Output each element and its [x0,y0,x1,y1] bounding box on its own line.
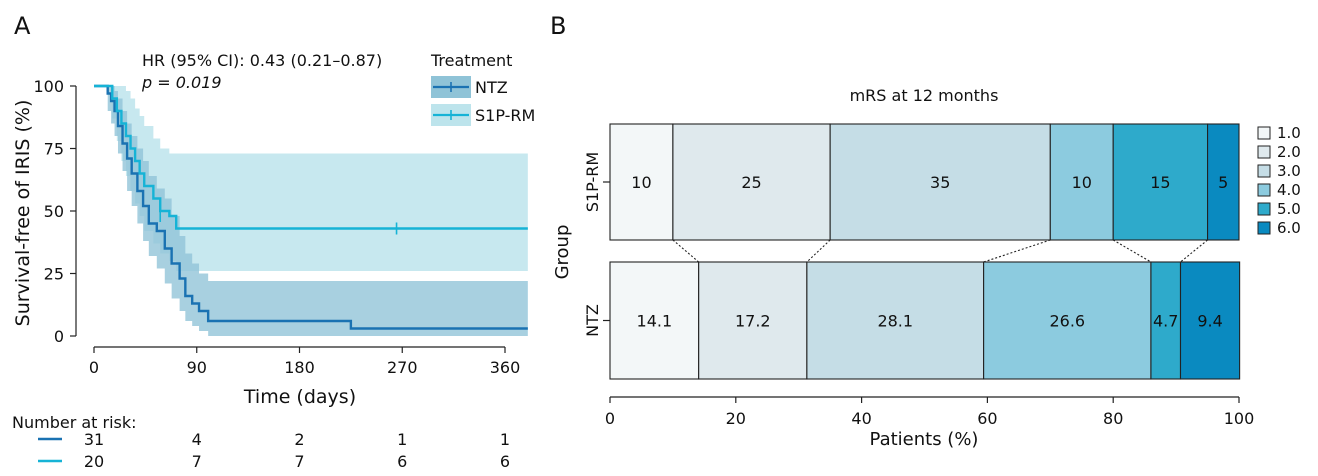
connector-line [983,239,1051,263]
bar-segment-ntz-6.0 [1179,261,1241,380]
km-x-tick-label: 90 [187,358,207,377]
km-y-tick-label: 50 [44,202,64,221]
mrs-y-axis-label: Group [552,225,573,280]
km-line-ntz [94,84,528,330]
risk-count: 7 [294,452,304,471]
risk-count: 1 [397,430,407,449]
connector-line [1180,239,1208,263]
risk-count: 6 [500,452,510,471]
km-line-s1p-rm [94,84,528,230]
p-value-text: p = 0.019 [141,73,222,92]
legend-title: Treatment [430,51,512,70]
legend-label-ntz: NTZ [475,78,508,97]
panel-b-letter: B [550,12,566,40]
mrs-legend-swatch-6.0 [1257,221,1271,235]
km-x-axis-label: Time (days) [243,386,356,408]
bar-value-label: 17.2 [735,312,771,331]
bar-value-label: 26.6 [1049,312,1085,331]
hazard-ratio-text: HR (95% CI): 0.43 (0.21–0.87) [142,51,382,70]
bar-value-label: 5 [1218,173,1228,192]
bar-value-label: 28.1 [877,312,913,331]
mrs-legend-swatch-2.0 [1257,145,1271,159]
km-legend: NTZ S1P-RM [431,76,535,126]
ci-band-s1p-rm [94,86,528,271]
mrs-axes: S1P-RM NTZ 0 20 40 60 80 100 [583,152,1254,428]
km-y-axis-label: Survival-free of IRIS (%) [12,100,34,327]
km-axes: 0 25 50 75 100 0 90 180 270 360 [33,77,520,377]
mrs-x-tick-label: 80 [1103,409,1123,428]
bar-segment-s1p-rm-2.0 [672,123,831,241]
mrs-legend-label-5.0: 5.0 [1277,200,1301,218]
bar-segment-s1p-rm-1.0 [609,123,674,241]
km-y-tick-label: 25 [44,265,64,284]
mrs-legend-label-2.0: 2.0 [1277,143,1301,161]
km-curves [94,84,528,330]
panel-a-letter: A [14,12,31,40]
km-x-tick-label: 360 [490,358,521,377]
mrs-legend-label-1.0: 1.0 [1277,124,1301,142]
km-confidence-bands [94,86,528,336]
risk-count: 6 [397,452,407,471]
bar-segment-s1p-rm-5.0 [1112,123,1209,241]
bar-value-label: 25 [741,173,761,192]
bar-value-label: 9.4 [1197,312,1222,331]
mrs-legend-swatch-4.0 [1257,183,1271,197]
km-y-tick-label: 75 [44,140,64,159]
connector-line [806,239,831,263]
risk-count: 20 [84,452,104,471]
risk-count: 2 [294,430,304,449]
bar-segment-s1p-rm-6.0 [1207,123,1240,241]
mrs-x-tick-label: 60 [977,409,997,428]
mrs-stacked-bars: 10 25 35 10 15 5 14.1 17.2 28.1 26.6 4.7 9.4 [609,123,1241,380]
km-y-tick-label: 0 [54,327,64,346]
bar-value-label: 14.1 [637,312,673,331]
bar-segment-ntz-3.0 [806,261,985,380]
risk-count: 7 [192,452,202,471]
mrs-x-tick-label: 20 [726,409,746,428]
connector-line [672,239,700,263]
bar-segment-ntz-4.0 [983,261,1152,380]
bar-segment-s1p-rm-3.0 [829,123,1051,241]
mrs-legend-swatch-1.0 [1257,126,1271,140]
legend-label-s1p-rm: S1P-RM [475,106,535,125]
mrs-x-tick-label: 100 [1224,409,1255,428]
ci-band-ntz [94,86,528,336]
bar-value-label: 10 [1072,173,1092,192]
mrs-y-tick-label-s1p-rm: S1P-RM [583,152,602,212]
risk-count: 1 [500,430,510,449]
risk-count: 31 [84,430,104,449]
mrs-x-tick-label: 40 [851,409,871,428]
mrs-legend-swatch-5.0 [1257,202,1271,216]
risk-table-title: Number at risk: [12,413,137,432]
mrs-chart-title: mRS at 12 months [850,86,999,105]
mrs-connector-lines [672,239,1208,263]
bar-value-label: 15 [1150,173,1170,192]
mrs-x-tick-label: 0 [605,409,615,428]
mrs-y-tick-label-ntz: NTZ [583,304,602,337]
km-y-tick-label: 100 [33,77,64,96]
km-x-tick-label: 180 [284,358,315,377]
connector-line [1112,239,1152,263]
mrs-legend-label-6.0: 6.0 [1277,219,1301,237]
risk-count: 4 [192,430,202,449]
mrs-legend-swatch-3.0 [1257,164,1271,178]
mrs-x-axis-label: Patients (%) [870,429,979,450]
bar-segment-s1p-rm-4.0 [1049,123,1114,241]
risk-table: 31 4 2 1 120 7 7 6 6 [38,430,510,471]
mrs-legend-label-3.0: 3.0 [1277,162,1301,180]
bar-value-label: 35 [930,173,950,192]
bar-value-label: 10 [631,173,651,192]
bar-value-label: 4.7 [1153,312,1178,331]
mrs-legend-label-4.0: 4.0 [1277,181,1301,199]
mrs-legend: 1.02.03.04.05.06.0 [1257,124,1301,237]
km-x-tick-label: 0 [89,358,99,377]
km-x-tick-label: 270 [387,358,418,377]
